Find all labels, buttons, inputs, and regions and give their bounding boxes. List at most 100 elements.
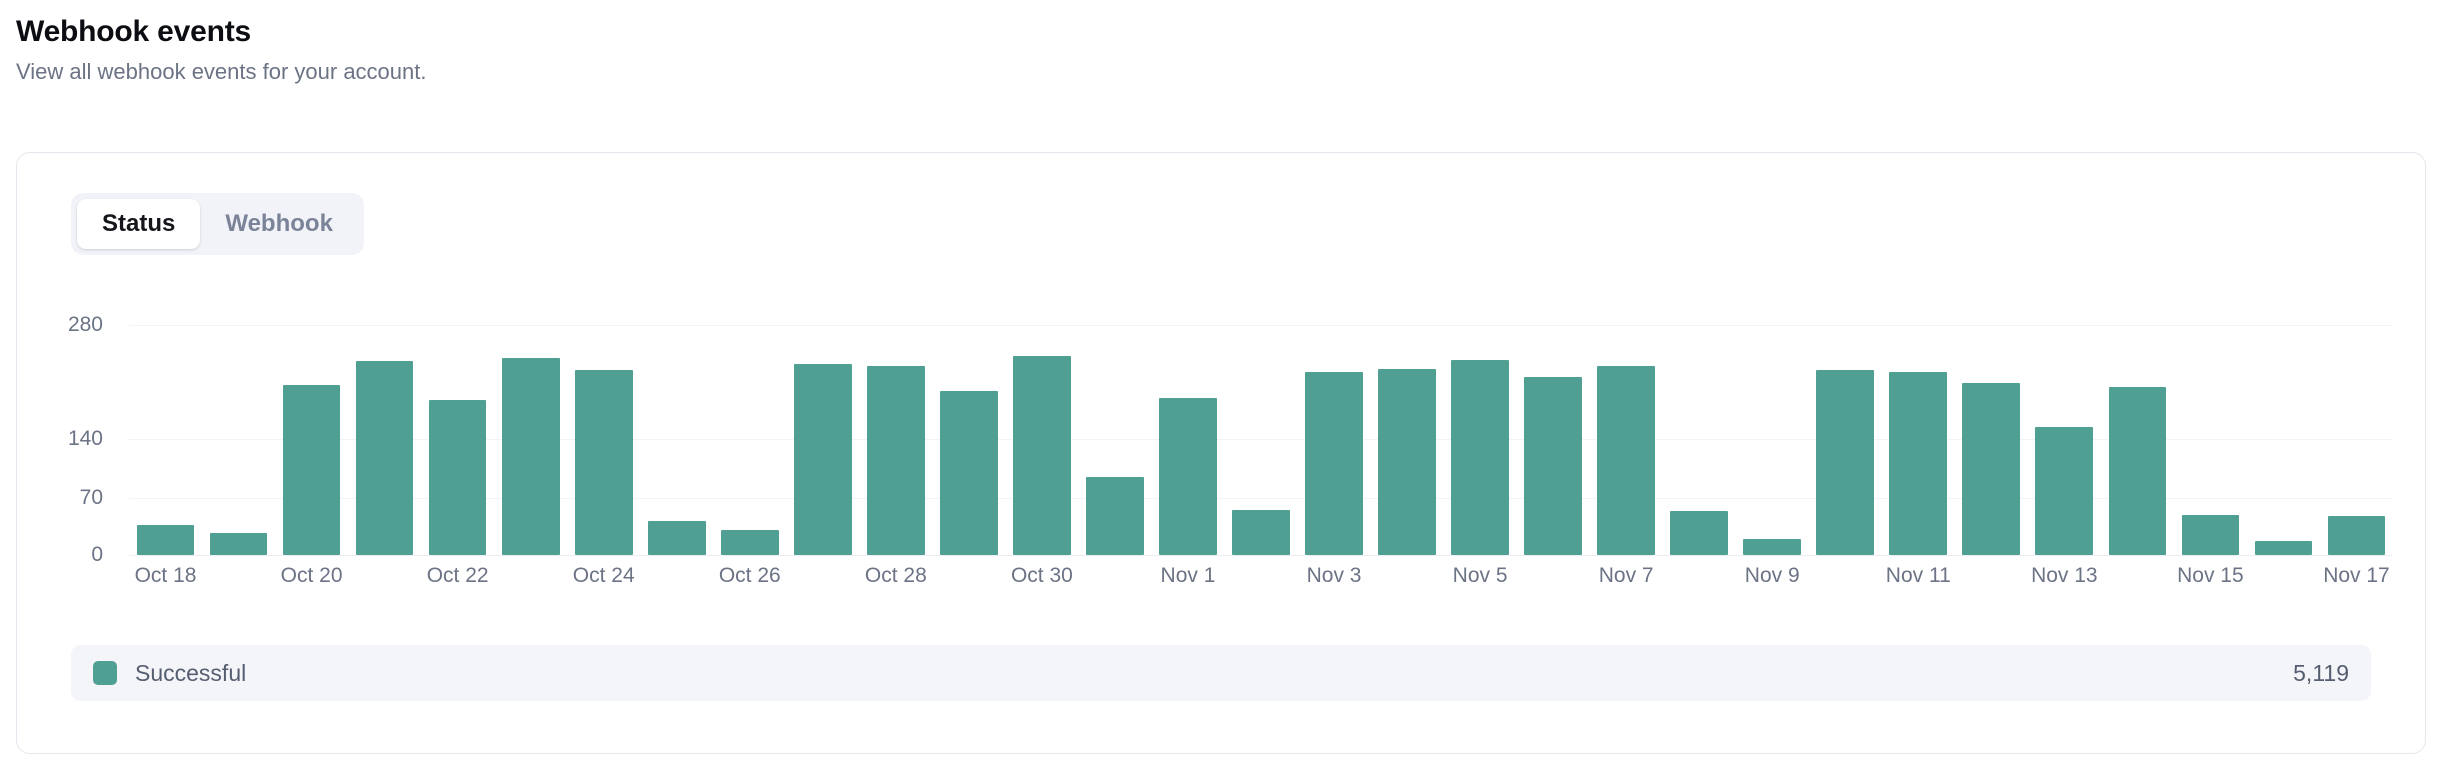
bar[interactable]: [2327, 515, 2386, 555]
x-axis-tick-nov-3: Nov 3: [1306, 564, 1362, 587]
bar-slot[interactable]: [2028, 325, 2101, 555]
bar-slot[interactable]: [129, 325, 202, 555]
bar-slot[interactable]: [1151, 325, 1224, 555]
x-axis-tick-oct-28: Oct 28: [864, 564, 927, 587]
bar-slot[interactable]: [2101, 325, 2174, 555]
bar-slot[interactable]: [1882, 325, 1955, 555]
chart-legend[interactable]: Successful 5,119: [71, 645, 2371, 701]
bar[interactable]: [2181, 514, 2240, 555]
bar[interactable]: [1597, 365, 1655, 555]
bar-slot[interactable]: [1371, 325, 1444, 555]
bar[interactable]: [1962, 382, 2021, 555]
bar[interactable]: [1889, 371, 1948, 555]
chart-bars: [129, 325, 2393, 555]
x-axis-tick-nov-7: Nov 7: [1598, 564, 1654, 587]
chart-grouping-tabs: Status Webhook: [71, 193, 364, 255]
bar[interactable]: [428, 399, 487, 555]
bar-slot[interactable]: [567, 325, 640, 555]
bar[interactable]: [793, 364, 852, 555]
bar-slot[interactable]: [202, 325, 275, 555]
y-axis-tick-70: 70: [79, 485, 103, 509]
x-axis-tick-nov-11: Nov 11: [1885, 564, 1951, 587]
x-axis-tick-nov-13: Nov 13: [2031, 564, 2098, 587]
x-axis-tick-nov-1: Nov 1: [1160, 564, 1216, 587]
bar[interactable]: [355, 360, 414, 555]
bar[interactable]: [2254, 540, 2313, 555]
bar[interactable]: [1305, 372, 1363, 555]
bar-slot[interactable]: [1298, 325, 1371, 555]
bar-slot[interactable]: [421, 325, 494, 555]
bar-slot[interactable]: [1444, 325, 1517, 555]
x-axis-tick-nov-15: Nov 15: [2177, 564, 2244, 587]
bar[interactable]: [136, 524, 195, 555]
gridline-70: [129, 497, 2393, 499]
bar-slot[interactable]: [2247, 325, 2320, 555]
bar-slot[interactable]: [859, 325, 932, 555]
bar-slot[interactable]: [1078, 325, 1151, 555]
gridline-140: [129, 439, 2393, 441]
bar-slot[interactable]: [275, 325, 348, 555]
bar[interactable]: [2108, 387, 2167, 555]
bar-slot[interactable]: [713, 325, 786, 555]
chart-plot-area: [129, 325, 2393, 556]
bar[interactable]: [2035, 427, 2094, 555]
bar-slot[interactable]: [2320, 325, 2393, 555]
bar[interactable]: [1743, 538, 1802, 555]
x-axis-tick-oct-18: Oct 18: [134, 564, 197, 587]
bar-slot[interactable]: [1005, 325, 1078, 555]
tab-status[interactable]: Status: [77, 199, 201, 249]
x-axis-tick-oct-20: Oct 20: [280, 564, 343, 587]
gridline-0: [129, 555, 2393, 556]
tab-webhook[interactable]: Webhook: [200, 199, 358, 249]
bar-slot[interactable]: [348, 325, 421, 555]
bar-slot[interactable]: [1736, 325, 1809, 555]
bar[interactable]: [1378, 369, 1436, 555]
bar[interactable]: [1451, 359, 1509, 555]
legend-value-successful: 5,119: [2293, 659, 2349, 686]
bar-slot[interactable]: [932, 325, 1005, 555]
bar-slot[interactable]: [1224, 325, 1297, 555]
webhook-events-chart: 280 140 70 0 Oct 18 Oct 20 Oct 22 Oct 24 Oct 26…: [17, 313, 2427, 603]
legend-swatch-successful-icon: [93, 661, 117, 685]
bar-slot[interactable]: [2174, 325, 2247, 555]
bar[interactable]: [501, 358, 560, 555]
y-axis-tick-0: 0: [91, 543, 103, 566]
webhook-events-card: Status Webhook 280 140 70 0 Oct 18 Oct 20 Oct…: [16, 152, 2426, 754]
page-title: Webhook events: [16, 15, 252, 48]
bar[interactable]: [1816, 370, 1875, 555]
x-axis-tick-nov-17: Nov 17: [2323, 564, 2390, 587]
bar[interactable]: [866, 366, 925, 555]
x-axis-labels: Oct 18 Oct 20 Oct 22 Oct 24 Oct 26 Oct 28 Oct …: [129, 563, 2393, 593]
x-axis-tick-oct-24: Oct 24: [572, 564, 635, 587]
chart-gridlines: [129, 325, 2393, 556]
bar[interactable]: [940, 390, 998, 555]
bar[interactable]: [209, 532, 268, 555]
bar-slot[interactable]: [1590, 325, 1663, 555]
gridline-280: [129, 325, 2393, 326]
bar[interactable]: [1524, 376, 1582, 555]
y-axis-tick-140: 140: [67, 427, 103, 451]
bar-slot[interactable]: [1809, 325, 1882, 555]
legend-label-successful: Successful: [135, 659, 247, 686]
bar[interactable]: [720, 529, 779, 555]
bar[interactable]: [1670, 510, 1729, 555]
bar-slot[interactable]: [786, 325, 859, 555]
x-axis-tick-nov-5: Nov 5: [1452, 564, 1508, 587]
bar[interactable]: [1159, 398, 1217, 555]
bar-slot[interactable]: [494, 325, 567, 555]
bar-slot[interactable]: [1955, 325, 2028, 555]
bar[interactable]: [1232, 510, 1290, 555]
bar-slot[interactable]: [640, 325, 713, 555]
y-axis-labels: 280 140 70 0: [17, 313, 117, 566]
x-axis-tick-oct-30: Oct 30: [1010, 564, 1073, 587]
x-axis-tick-oct-26: Oct 26: [718, 564, 781, 587]
bar[interactable]: [1086, 477, 1144, 555]
y-axis-tick-280: 280: [67, 313, 103, 336]
bar-slot[interactable]: [1663, 325, 1736, 555]
bar[interactable]: [647, 520, 706, 555]
bar[interactable]: [1013, 356, 1071, 555]
bar[interactable]: [574, 370, 633, 555]
bar[interactable]: [282, 384, 341, 555]
bar-slot[interactable]: [1517, 325, 1590, 555]
